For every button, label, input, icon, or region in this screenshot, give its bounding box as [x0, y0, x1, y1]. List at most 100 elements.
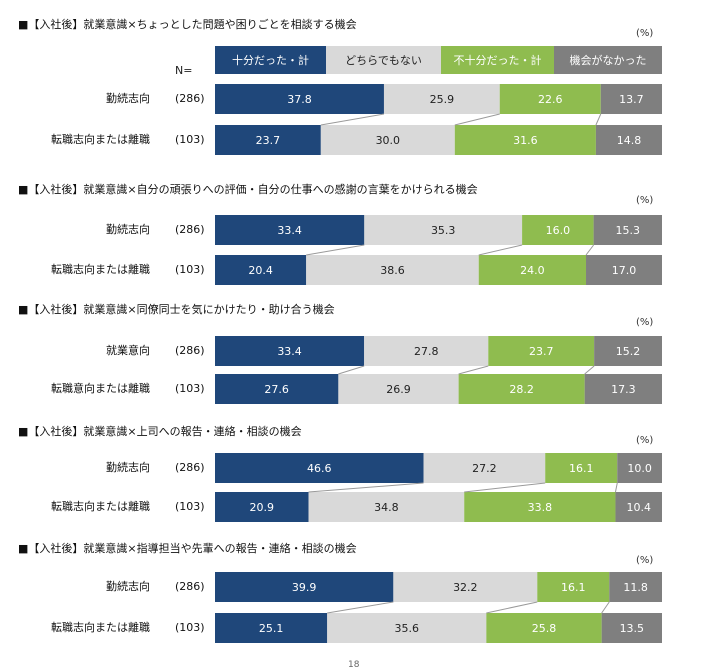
bar-segment	[364, 215, 523, 245]
legend-item: どちらでもない	[326, 46, 441, 74]
percent-unit-label: (%)	[636, 28, 653, 39]
connector-line	[601, 601, 610, 614]
chart-title: ■【入社後】就業意識×同僚同士を気にかけたり・助け合う機会	[18, 302, 335, 316]
legend-item: 機会がなかった	[554, 46, 662, 74]
bar-segment	[215, 336, 365, 366]
chart-title: ■【入社後】就業意識×自分の頑張りへの評価・自分の仕事への感謝の言葉をかけられる…	[18, 182, 478, 196]
bar-segment	[320, 125, 455, 155]
data-label: 17.0	[612, 264, 637, 277]
connector-line	[327, 601, 394, 614]
data-label: 14.8	[617, 134, 642, 147]
percent-unit-label: (%)	[636, 317, 653, 328]
bar-segment	[458, 374, 585, 404]
data-label: 27.8	[414, 345, 439, 358]
bar-segment	[364, 336, 489, 366]
data-label: 27.6	[264, 383, 289, 396]
data-label: 27.2	[472, 462, 497, 475]
bar-segment	[423, 453, 546, 483]
data-label: 46.6	[307, 462, 332, 475]
bar-segment	[615, 492, 662, 522]
data-label: 23.7	[256, 134, 281, 147]
bar-segment	[609, 572, 662, 602]
bar-segment	[545, 453, 618, 483]
data-label: 33.8	[528, 501, 553, 514]
connector-line	[306, 244, 365, 256]
bar-segment	[215, 374, 339, 404]
bar-segment	[522, 215, 594, 245]
data-label: 35.3	[431, 224, 456, 237]
row-n-label: (103)	[175, 382, 205, 395]
data-label: 17.3	[611, 383, 636, 396]
legend-item: 不十分だった・計	[441, 46, 554, 74]
chart-title: ■【入社後】就業意識×指導担当や先輩への報告・連絡・相談の機会	[18, 541, 357, 555]
row-label: 転職志向または離職	[51, 262, 150, 276]
row-n-label: (286)	[175, 223, 205, 236]
bar-segment	[393, 572, 538, 602]
row-n-label: (103)	[175, 621, 205, 634]
data-label: 15.3	[616, 224, 641, 237]
chart-title: ■【入社後】就業意識×上司への報告・連絡・相談の機会	[18, 424, 302, 438]
connector-line	[454, 113, 500, 126]
row-n-label: (286)	[175, 580, 205, 593]
data-label: 13.5	[620, 622, 645, 635]
connector-line	[338, 365, 365, 375]
percent-unit-label: (%)	[636, 195, 653, 206]
data-label: 33.4	[277, 345, 302, 358]
bar-segment	[338, 374, 459, 404]
chart-title: ■【入社後】就業意識×ちょっとした問題や困りごとを相談する機会	[18, 17, 357, 31]
legend-item: 十分だった・計	[215, 46, 326, 74]
row-n-label: (286)	[175, 92, 205, 105]
data-label: 24.0	[520, 264, 545, 277]
bar-segment	[215, 453, 424, 483]
connector-line	[320, 113, 385, 126]
row-label: 勤続志向	[106, 460, 150, 474]
data-label: 37.8	[287, 93, 312, 106]
data-label: 31.6	[513, 134, 538, 147]
bar-segment	[454, 125, 596, 155]
data-label: 20.9	[250, 501, 275, 514]
connector-line	[595, 113, 602, 126]
row-label: 転職志向または離職	[51, 132, 150, 146]
connector-line	[478, 244, 523, 256]
data-label: 25.8	[532, 622, 557, 635]
bar-segment	[215, 125, 321, 155]
row-n-label: (286)	[175, 344, 205, 357]
bar-segment	[215, 572, 394, 602]
row-label: 転職意向または離職	[51, 381, 150, 395]
data-label: 34.8	[374, 501, 399, 514]
bar-segment	[327, 613, 487, 643]
data-label: 38.6	[380, 264, 405, 277]
data-label: 23.7	[529, 345, 554, 358]
page-number: 18	[348, 660, 360, 670]
data-label: 11.8	[623, 581, 648, 594]
bar-segment	[215, 492, 309, 522]
bar-segment	[594, 336, 662, 366]
percent-unit-label: (%)	[636, 555, 653, 566]
bar-segment	[215, 255, 307, 285]
connector-line	[585, 244, 595, 256]
data-label: 16.1	[561, 581, 586, 594]
data-label: 32.2	[453, 581, 478, 594]
connector-line	[614, 482, 618, 493]
connector-line	[584, 365, 595, 375]
data-label: 13.7	[619, 93, 644, 106]
data-label: 39.9	[292, 581, 317, 594]
bar-segment	[584, 374, 662, 404]
bar-segment	[600, 84, 662, 114]
row-n-label: (103)	[175, 500, 205, 513]
row-label: 勤続志向	[106, 91, 150, 105]
bar-segment	[617, 453, 662, 483]
bar-segment	[215, 84, 384, 114]
percent-unit-label: (%)	[636, 435, 653, 446]
data-label: 35.6	[395, 622, 420, 635]
data-label: 20.4	[248, 264, 273, 277]
bar-segment	[464, 492, 616, 522]
row-n-label: (103)	[175, 263, 205, 276]
bar-segment	[215, 613, 328, 643]
bar-segment	[383, 84, 500, 114]
data-label: 26.9	[386, 383, 411, 396]
bar-segment	[601, 613, 662, 643]
row-label: 就業意向	[106, 343, 150, 357]
data-label: 28.2	[509, 383, 534, 396]
bar-segment	[486, 613, 602, 643]
